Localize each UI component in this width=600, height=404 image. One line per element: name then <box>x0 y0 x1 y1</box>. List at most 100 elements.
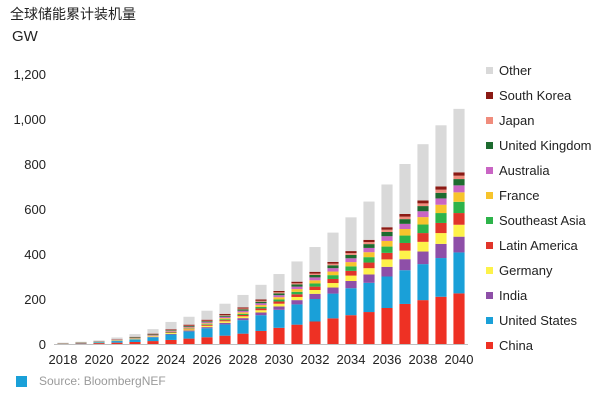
bar-segment <box>165 334 177 340</box>
bar-segment <box>147 333 159 335</box>
bar-segment <box>435 198 447 205</box>
bar-segment <box>201 325 213 328</box>
bar-segment <box>255 306 267 309</box>
bar-segment <box>183 329 195 331</box>
bar-segment <box>345 251 357 254</box>
bar-segment <box>201 322 213 324</box>
bar-segment <box>111 342 123 344</box>
bar-segment <box>219 303 231 314</box>
bar-segment <box>363 262 375 269</box>
legend-item: China <box>486 333 592 358</box>
bar-segment <box>291 300 303 305</box>
bar-segment <box>255 284 267 300</box>
x-tick-label: 2028 <box>229 352 258 367</box>
bar-segment <box>399 250 411 260</box>
bar-segment <box>381 240 393 247</box>
legend-item: Japan <box>486 108 592 133</box>
legend-item: Southeast Asia <box>486 208 592 233</box>
bar-segment <box>327 293 339 319</box>
bar-segment <box>399 259 411 271</box>
bar-segment <box>381 276 393 308</box>
bar-segment <box>219 316 231 319</box>
bar-segment <box>345 253 357 255</box>
legend-label: United Kingdom <box>499 138 592 153</box>
bar-segment <box>219 319 231 321</box>
bar-segment <box>435 213 447 223</box>
bar-segment <box>435 222 447 234</box>
legend-label: Australia <box>499 163 550 178</box>
bar-segment <box>273 295 285 298</box>
bar-segment <box>417 206 429 212</box>
bar-segment <box>345 315 357 344</box>
bar-segment <box>363 312 375 344</box>
bar-segment <box>345 266 357 271</box>
chart-title: 全球储能累计装机量 <box>10 7 136 23</box>
bar-segment <box>219 320 231 322</box>
bar-segment <box>255 315 267 331</box>
bar-segment <box>381 259 393 267</box>
bar-segment <box>291 286 303 290</box>
bar-segment <box>417 217 429 225</box>
bar-segment <box>183 328 195 330</box>
bar-segment <box>237 310 249 313</box>
bar-segment <box>453 185 465 193</box>
bar-segment <box>291 261 303 282</box>
bar-segment <box>201 328 213 338</box>
bar-segment <box>363 252 375 258</box>
bar-segment <box>273 303 285 307</box>
bar-segment <box>291 304 303 325</box>
bar-segment <box>399 223 411 230</box>
x-tick-label: 2036 <box>373 352 402 367</box>
bar-segment <box>309 277 321 281</box>
bar-segment <box>381 236 393 241</box>
y-tick-label: 1,200 <box>13 67 46 82</box>
bar-segment <box>345 217 357 252</box>
y-tick-label: 600 <box>24 202 46 217</box>
legend-item: Germany <box>486 258 592 283</box>
bar-segment <box>183 331 195 339</box>
legend-label: China <box>499 338 533 353</box>
bar-segment <box>237 308 249 310</box>
bar-segment <box>183 324 195 326</box>
bar-segment <box>219 314 231 316</box>
bar-segment <box>219 335 231 344</box>
bar-segment <box>435 204 447 214</box>
x-tick-label: 2020 <box>85 352 114 367</box>
bar-segment <box>183 338 195 344</box>
bar-segment <box>309 247 321 272</box>
legend-swatch <box>486 167 493 174</box>
bar-segment <box>255 308 267 311</box>
x-tick-label: 2024 <box>157 352 186 367</box>
bar-segment <box>453 236 465 253</box>
bar-segment <box>201 320 213 322</box>
bar-segment <box>381 308 393 344</box>
bar-segment <box>345 288 357 316</box>
bar-segment <box>309 274 321 278</box>
bar-segment <box>453 192 465 202</box>
legend-item: United Kingdom <box>486 133 592 158</box>
bar-segment <box>363 201 375 240</box>
bar-segment <box>435 243 447 259</box>
legend-swatch <box>486 267 493 274</box>
bar-segment <box>273 293 285 296</box>
bar-segment <box>417 241 429 252</box>
bar-segment <box>399 164 411 214</box>
bar-segment <box>291 284 303 287</box>
bar-segment <box>345 281 357 289</box>
x-tick-label: 2026 <box>193 352 222 367</box>
legend-swatch <box>486 192 493 199</box>
source-label: Source: BloombergNEF <box>39 374 166 388</box>
bar-segment <box>273 292 285 294</box>
bar-segment <box>327 271 339 276</box>
y-tick-label: 200 <box>24 292 46 307</box>
bar-segment <box>417 251 429 265</box>
bar-segment <box>237 309 249 311</box>
x-tick-label: 2040 <box>445 352 474 367</box>
bar-segment <box>147 337 159 342</box>
bar-segment <box>237 312 249 314</box>
bar-segment <box>417 200 429 204</box>
bar-segment <box>273 309 285 328</box>
bar-segment <box>165 333 177 335</box>
legend-swatch <box>486 67 493 74</box>
bar-segment <box>273 301 285 304</box>
